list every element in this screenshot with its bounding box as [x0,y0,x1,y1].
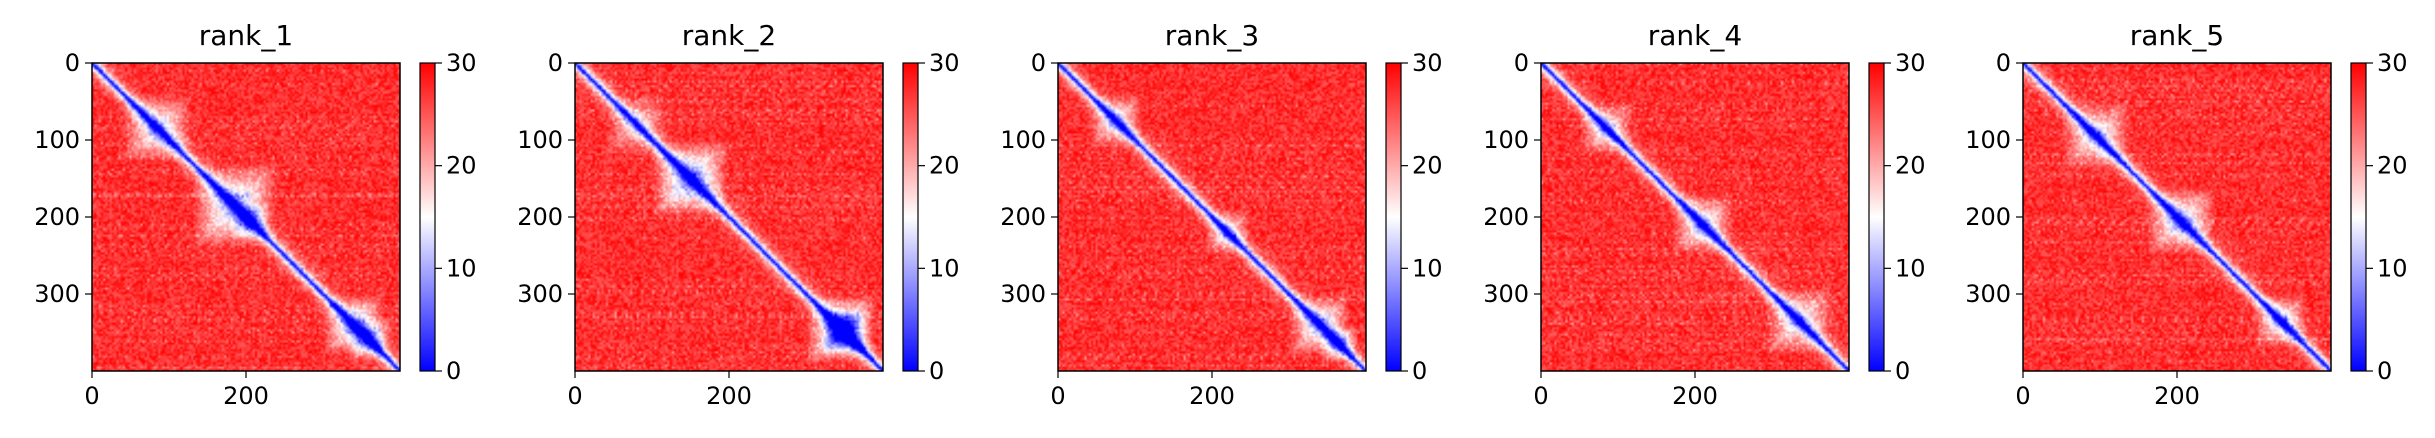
x-tick-label: 0 [1050,382,1065,410]
y-tick-label: 300 [34,280,80,308]
y-tick-label: 100 [1483,126,1529,154]
y-tick-label: 100 [34,126,80,154]
y-tick-label: 100 [1000,126,1046,154]
x-tick-label: 200 [706,382,752,410]
panel-title: rank_2 [682,19,776,52]
colorbar-tick-label: 0 [1412,357,1427,385]
y-tick-label: 100 [517,126,563,154]
colorbar [1868,62,1885,372]
colorbar-tick-label: 20 [446,152,477,180]
x-tick-label: 200 [1189,382,1235,410]
colorbar-tick-label: 0 [446,357,461,385]
y-tick-label: 200 [517,203,563,231]
heatmap-image [1058,63,1366,371]
y-tick-label: 100 [1965,126,2011,154]
colorbar-tick-label: 30 [1412,49,1443,77]
y-tick-label: 200 [34,203,80,231]
panel-title: rank_3 [1165,19,1259,52]
heatmap-image [2023,63,2331,371]
heatmap-panel-3: rank_3 0 100 200 300 0 200 0 10 20 30 [1000,19,1442,410]
heatmap-panel-2: rank_2 0 100 200 300 0 200 0 10 20 30 [517,19,959,410]
x-tick-label: 0 [2015,382,2030,410]
heatmap-image [1541,63,1849,371]
colorbar [1385,62,1402,372]
y-tick-label: 300 [517,280,563,308]
panel-title: rank_4 [1648,19,1742,52]
colorbar-tick-label: 0 [929,357,944,385]
colorbar-tick-label: 20 [1895,152,1926,180]
y-tick-label: 300 [1483,280,1529,308]
colorbar-tick-label: 30 [929,49,960,77]
colorbar-tick-label: 30 [2377,49,2408,77]
y-tick-label: 200 [1000,203,1046,231]
y-tick-label: 0 [1996,49,2011,77]
panel-title: rank_5 [2130,19,2224,52]
colorbar-tick-label: 10 [1895,254,1926,282]
colorbar [419,62,436,372]
x-tick-label: 0 [1533,382,1548,410]
y-tick-label: 0 [548,49,563,77]
colorbar-tick-label: 10 [2377,254,2408,282]
colorbar-tick-label: 0 [1895,357,1910,385]
heatmap-image [92,63,400,371]
colorbar-tick-label: 20 [929,152,960,180]
colorbar-tick-label: 10 [446,254,477,282]
y-tick-label: 0 [65,49,80,77]
x-tick-label: 0 [84,382,99,410]
x-tick-label: 200 [2154,382,2200,410]
y-tick-label: 200 [1483,203,1529,231]
colorbar-tick-label: 10 [1412,254,1443,282]
colorbar-tick-label: 30 [1895,49,1926,77]
panel-title: rank_1 [199,19,293,52]
y-tick-label: 300 [1965,280,2011,308]
heatmap-panel-4: rank_4 0 100 200 300 0 200 0 10 20 30 [1483,19,1925,410]
x-tick-label: 200 [1672,382,1718,410]
heatmap-panel-1: rank_1 0 100 200 300 0 200 0 10 20 30 [34,19,476,410]
colorbar [902,62,919,372]
y-tick-label: 200 [1965,203,2011,231]
colorbar-tick-label: 0 [2377,357,2392,385]
colorbar-tick-label: 30 [446,49,477,77]
y-tick-label: 0 [1514,49,1529,77]
colorbar [2350,62,2367,372]
heatmap-image [575,63,883,371]
x-tick-label: 0 [567,382,582,410]
colorbar-tick-label: 20 [2377,152,2408,180]
heatmap-panel-5: rank_5 0 100 200 300 0 200 0 10 20 30 [1965,19,2407,410]
x-tick-label: 200 [223,382,269,410]
colorbar-tick-label: 20 [1412,152,1443,180]
colorbar-tick-label: 10 [929,254,960,282]
y-tick-label: 0 [1031,49,1046,77]
y-tick-label: 300 [1000,280,1046,308]
